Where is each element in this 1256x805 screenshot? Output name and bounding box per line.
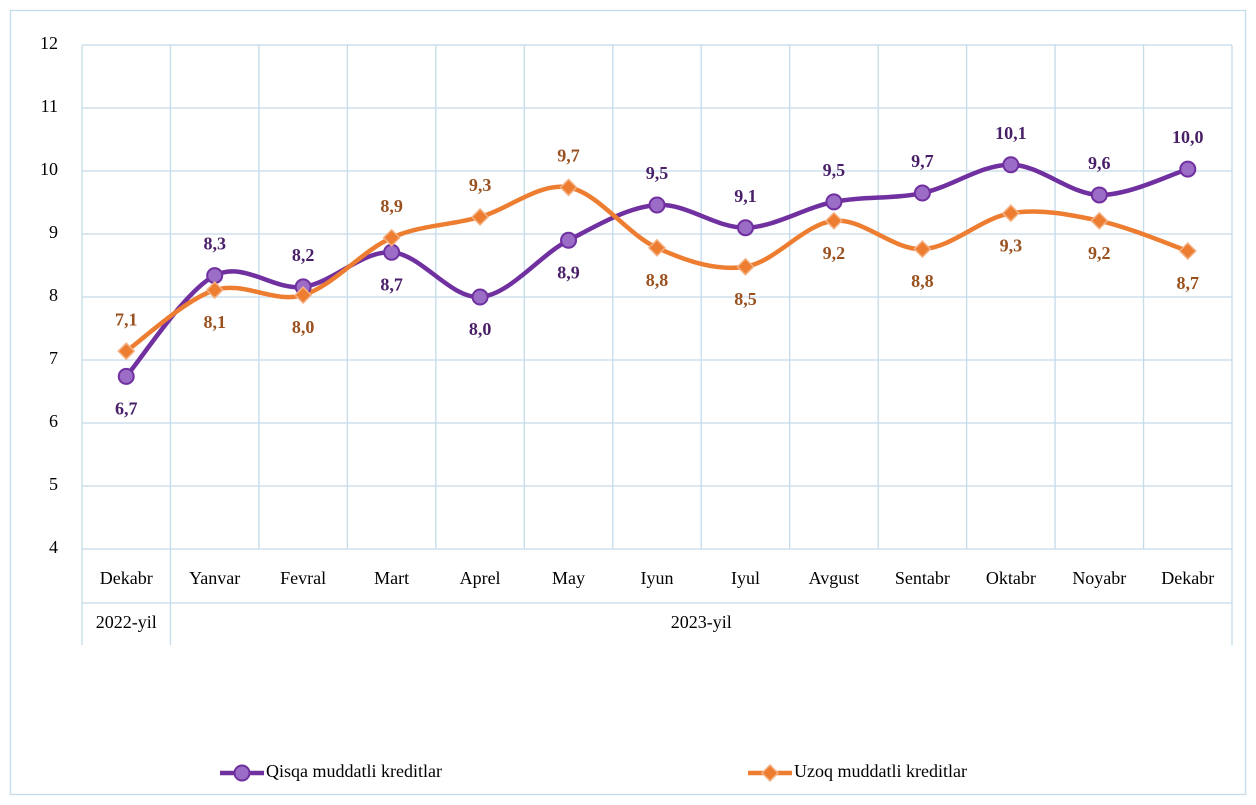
data-label: 9,7 [911,151,934,171]
y-tick-label: 5 [49,474,58,494]
data-label: 8,7 [380,274,403,294]
data-label: 8,0 [292,317,315,337]
marker [1178,241,1197,261]
marker [1090,211,1109,230]
data-label: 9,5 [646,163,669,183]
marker [294,286,313,305]
marker [736,219,754,237]
data-label: 9,2 [1088,243,1111,263]
marker [1090,186,1108,204]
legend-marker [233,764,251,782]
x-tick-label: May [552,568,585,588]
y-tick-label: 11 [41,96,58,116]
x-tick-label: Aprel [460,568,501,588]
data-label: 8,9 [380,196,403,216]
marker [560,231,578,249]
x-tick-label: Avgust [809,568,860,588]
x-tick-label: Mart [374,568,409,588]
legend-label: Qisqa muddatli kreditlar [266,761,442,781]
x-tick-label: Sentabr [895,568,950,588]
y-tick-label: 10 [40,159,58,179]
y-tick-label: 6 [49,411,58,431]
data-label: 9,3 [469,175,492,195]
x-tick-label: Oktabr [986,568,1036,588]
marker [1001,204,1020,223]
data-label: 10,1 [995,123,1027,143]
data-label: 8,9 [557,262,580,282]
data-label: 7,1 [115,309,138,329]
data-label: 6,7 [115,399,138,419]
data-label: 8,0 [469,319,492,339]
data-label: 9,3 [1000,235,1023,255]
data-label: 9,5 [823,160,846,180]
x-tick-label: Dekabr [100,568,153,588]
data-label: 8,8 [646,270,669,290]
marker [559,178,578,197]
group-label: 2022-yil [96,612,157,632]
marker [1002,156,1020,174]
group-label: 2023-yil [671,612,732,632]
marker [913,184,931,202]
marker [471,207,490,227]
x-tick-label: Noyabr [1072,568,1126,588]
marker [824,211,843,230]
marker [206,267,224,285]
legend-label: Uzoq muddatli kreditlar [794,761,967,781]
marker [1179,160,1197,178]
y-tick-label: 12 [40,33,58,53]
data-label: 8,5 [734,289,757,309]
marker [471,288,489,306]
y-tick-label: 4 [49,537,58,557]
marker [382,228,401,247]
x-tick-label: Dekabr [1161,568,1214,588]
x-tick-label: Iyul [731,568,760,588]
data-label: 9,7 [557,146,580,166]
marker [736,257,755,276]
marker [825,193,843,211]
x-tick-label: Yanvar [189,568,240,588]
x-tick-label: Iyun [641,568,674,588]
marker [383,243,401,261]
data-label: 8,8 [911,271,934,291]
y-tick-label: 8 [49,285,58,305]
marker [117,342,136,361]
data-label: 9,1 [734,186,757,206]
y-tick-label: 9 [49,222,58,242]
y-tick-label: 7 [49,348,58,368]
data-label: 8,3 [203,234,226,254]
marker [647,238,667,257]
chart-frame [9,9,1247,796]
marker [913,240,932,259]
data-label: 10,0 [1172,127,1204,147]
data-label: 8,2 [292,245,315,265]
marker [205,281,224,300]
data-label: 9,6 [1088,153,1111,173]
data-label: 9,2 [823,243,846,263]
data-label: 8,1 [203,312,226,332]
x-tick-label: Fevral [280,568,326,588]
marker [117,367,135,385]
marker [648,196,666,214]
legend-marker [760,763,780,783]
data-label: 8,7 [1177,273,1200,293]
